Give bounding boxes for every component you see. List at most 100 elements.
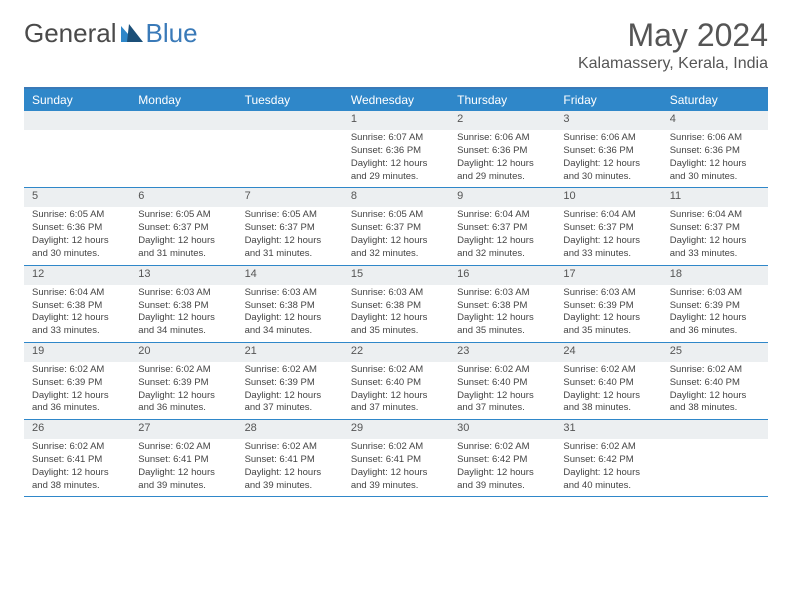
day-number: 31 — [555, 420, 661, 439]
sunset-text: Sunset: 6:36 PM — [670, 145, 760, 158]
sunrise-text: Sunrise: 6:02 AM — [563, 364, 653, 377]
daylight-text: and 35 minutes. — [457, 325, 547, 338]
day-details: Sunrise: 6:02 AMSunset: 6:41 PMDaylight:… — [343, 439, 449, 496]
day-number — [662, 420, 768, 439]
daylight-text: and 36 minutes. — [138, 402, 228, 415]
sunset-text: Sunset: 6:41 PM — [32, 454, 122, 467]
day-number: 11 — [662, 188, 768, 207]
sunset-text: Sunset: 6:40 PM — [670, 377, 760, 390]
day-details: Sunrise: 6:06 AMSunset: 6:36 PMDaylight:… — [449, 130, 555, 187]
sunrise-text: Sunrise: 6:07 AM — [351, 132, 441, 145]
week-row: 26Sunrise: 6:02 AMSunset: 6:41 PMDayligh… — [24, 420, 768, 497]
dayname-row: Sunday Monday Tuesday Wednesday Thursday… — [24, 89, 768, 111]
daylight-text: Daylight: 12 hours — [563, 158, 653, 171]
day-cell: 14Sunrise: 6:03 AMSunset: 6:38 PMDayligh… — [237, 266, 343, 342]
day-cell: 1Sunrise: 6:07 AMSunset: 6:36 PMDaylight… — [343, 111, 449, 187]
sunset-text: Sunset: 6:38 PM — [32, 300, 122, 313]
header: General Blue May 2024 Kalamassery, Keral… — [24, 18, 768, 73]
sunset-text: Sunset: 6:37 PM — [457, 222, 547, 235]
day-cell: 18Sunrise: 6:03 AMSunset: 6:39 PMDayligh… — [662, 266, 768, 342]
month-title: May 2024 — [578, 18, 768, 53]
daylight-text: Daylight: 12 hours — [32, 312, 122, 325]
day-cell: 6Sunrise: 6:05 AMSunset: 6:37 PMDaylight… — [130, 188, 236, 264]
sunset-text: Sunset: 6:37 PM — [351, 222, 441, 235]
sunset-text: Sunset: 6:41 PM — [245, 454, 335, 467]
brand-triangle-icon — [121, 18, 143, 49]
brand-part2: Blue — [146, 18, 198, 49]
daylight-text: and 30 minutes. — [32, 248, 122, 261]
day-number: 26 — [24, 420, 130, 439]
sunset-text: Sunset: 6:37 PM — [563, 222, 653, 235]
sunset-text: Sunset: 6:40 PM — [457, 377, 547, 390]
sunrise-text: Sunrise: 6:02 AM — [351, 364, 441, 377]
day-cell: 19Sunrise: 6:02 AMSunset: 6:39 PMDayligh… — [24, 343, 130, 419]
day-details — [662, 439, 768, 445]
day-number: 5 — [24, 188, 130, 207]
day-cell: 7Sunrise: 6:05 AMSunset: 6:37 PMDaylight… — [237, 188, 343, 264]
sunrise-text: Sunrise: 6:06 AM — [670, 132, 760, 145]
dayname-monday: Monday — [130, 89, 236, 111]
sunset-text: Sunset: 6:41 PM — [138, 454, 228, 467]
sunrise-text: Sunrise: 6:02 AM — [32, 364, 122, 377]
daylight-text: and 35 minutes. — [563, 325, 653, 338]
daylight-text: Daylight: 12 hours — [245, 467, 335, 480]
daylight-text: Daylight: 12 hours — [563, 467, 653, 480]
sunrise-text: Sunrise: 6:06 AM — [457, 132, 547, 145]
day-cell: 5Sunrise: 6:05 AMSunset: 6:36 PMDaylight… — [24, 188, 130, 264]
day-details: Sunrise: 6:05 AMSunset: 6:36 PMDaylight:… — [24, 207, 130, 264]
sunrise-text: Sunrise: 6:05 AM — [32, 209, 122, 222]
day-number — [130, 111, 236, 130]
day-number: 12 — [24, 266, 130, 285]
day-cell — [662, 420, 768, 496]
day-cell: 24Sunrise: 6:02 AMSunset: 6:40 PMDayligh… — [555, 343, 661, 419]
day-cell: 17Sunrise: 6:03 AMSunset: 6:39 PMDayligh… — [555, 266, 661, 342]
sunrise-text: Sunrise: 6:02 AM — [138, 364, 228, 377]
day-number: 4 — [662, 111, 768, 130]
day-details: Sunrise: 6:04 AMSunset: 6:38 PMDaylight:… — [24, 285, 130, 342]
day-number: 22 — [343, 343, 449, 362]
day-cell: 13Sunrise: 6:03 AMSunset: 6:38 PMDayligh… — [130, 266, 236, 342]
day-details: Sunrise: 6:03 AMSunset: 6:39 PMDaylight:… — [555, 285, 661, 342]
day-cell: 22Sunrise: 6:02 AMSunset: 6:40 PMDayligh… — [343, 343, 449, 419]
title-block: May 2024 Kalamassery, Kerala, India — [578, 18, 768, 73]
daylight-text: Daylight: 12 hours — [457, 390, 547, 403]
day-cell: 3Sunrise: 6:06 AMSunset: 6:36 PMDaylight… — [555, 111, 661, 187]
day-cell — [237, 111, 343, 187]
day-details: Sunrise: 6:05 AMSunset: 6:37 PMDaylight:… — [237, 207, 343, 264]
day-details — [130, 130, 236, 136]
daylight-text: Daylight: 12 hours — [457, 312, 547, 325]
day-details: Sunrise: 6:02 AMSunset: 6:41 PMDaylight:… — [24, 439, 130, 496]
sunrise-text: Sunrise: 6:04 AM — [670, 209, 760, 222]
day-number: 10 — [555, 188, 661, 207]
sunrise-text: Sunrise: 6:05 AM — [245, 209, 335, 222]
sunrise-text: Sunrise: 6:02 AM — [351, 441, 441, 454]
daylight-text: and 39 minutes. — [245, 480, 335, 493]
day-number: 2 — [449, 111, 555, 130]
sunrise-text: Sunrise: 6:02 AM — [670, 364, 760, 377]
daylight-text: Daylight: 12 hours — [138, 390, 228, 403]
day-cell — [24, 111, 130, 187]
day-details: Sunrise: 6:03 AMSunset: 6:38 PMDaylight:… — [130, 285, 236, 342]
sunrise-text: Sunrise: 6:04 AM — [32, 287, 122, 300]
daylight-text: and 36 minutes. — [32, 402, 122, 415]
sunset-text: Sunset: 6:39 PM — [670, 300, 760, 313]
daylight-text: Daylight: 12 hours — [563, 312, 653, 325]
daylight-text: Daylight: 12 hours — [245, 235, 335, 248]
day-details — [237, 130, 343, 136]
day-details: Sunrise: 6:06 AMSunset: 6:36 PMDaylight:… — [555, 130, 661, 187]
sunrise-text: Sunrise: 6:03 AM — [138, 287, 228, 300]
day-details: Sunrise: 6:02 AMSunset: 6:40 PMDaylight:… — [343, 362, 449, 419]
dayname-friday: Friday — [555, 89, 661, 111]
sunset-text: Sunset: 6:41 PM — [351, 454, 441, 467]
daylight-text: Daylight: 12 hours — [245, 390, 335, 403]
day-cell: 31Sunrise: 6:02 AMSunset: 6:42 PMDayligh… — [555, 420, 661, 496]
daylight-text: Daylight: 12 hours — [457, 467, 547, 480]
sunset-text: Sunset: 6:39 PM — [245, 377, 335, 390]
daylight-text: and 35 minutes. — [351, 325, 441, 338]
sunset-text: Sunset: 6:40 PM — [351, 377, 441, 390]
day-details: Sunrise: 6:03 AMSunset: 6:38 PMDaylight:… — [237, 285, 343, 342]
week-row: 19Sunrise: 6:02 AMSunset: 6:39 PMDayligh… — [24, 343, 768, 420]
sunrise-text: Sunrise: 6:02 AM — [245, 364, 335, 377]
day-number: 14 — [237, 266, 343, 285]
location-text: Kalamassery, Kerala, India — [578, 55, 768, 73]
